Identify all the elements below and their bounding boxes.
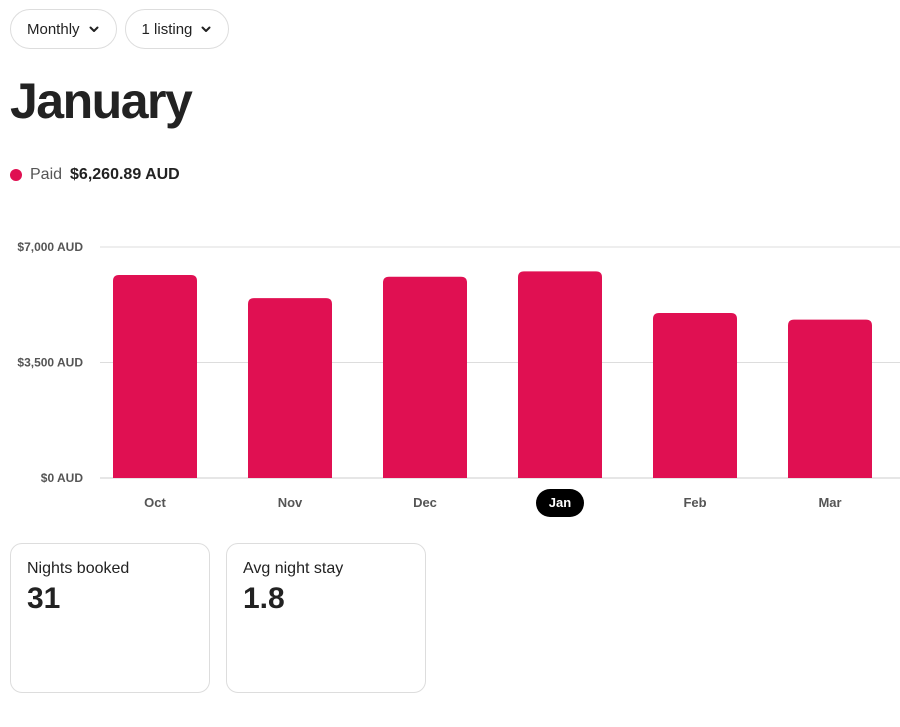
paid-label: Paid [30, 166, 63, 183]
y-tick-label: $7,000 AUD [17, 240, 83, 254]
x-tick-label-jan[interactable]: Jan [549, 495, 571, 510]
paid-summary: Paid $6,260.89 AUD [10, 166, 180, 184]
y-tick-label: $0 AUD [41, 471, 84, 485]
bar-oct[interactable] [113, 275, 197, 478]
nights-booked-label: Nights booked [27, 560, 130, 577]
listing-dropdown-label: 1 listing [141, 20, 193, 38]
selected-month-pill[interactable] [536, 489, 584, 517]
y-tick-label: $3,500 AUD [17, 356, 83, 370]
bar-feb[interactable] [653, 313, 737, 478]
paid-amount: $6,260.89 AUD [70, 166, 180, 183]
x-tick-label-oct[interactable]: Oct [144, 495, 166, 510]
avg-night-stay-label: Avg night stay [243, 560, 344, 577]
page-title: January [10, 73, 193, 129]
x-tick-label-mar[interactable]: Mar [818, 495, 841, 510]
chevron-down-icon [89, 26, 99, 32]
x-tick-label-dec[interactable]: Dec [413, 495, 437, 510]
stats-cards: Nights booked 31 Avg night stay 1.8 [10, 543, 426, 693]
listing-dropdown[interactable]: 1 listing [124, 9, 230, 49]
x-tick-label-feb[interactable]: Feb [683, 495, 706, 510]
nights-booked-value: 31 [27, 582, 61, 615]
x-tick-label-nov[interactable]: Nov [278, 495, 303, 510]
period-dropdown-label: Monthly [27, 20, 80, 38]
chart-svg: $7,000 AUD $3,500 AUD $0 AUD Oct Nov Dec Jan Fe… [17, 240, 900, 517]
filter-bar: Monthly 1 listing [10, 9, 230, 49]
avg-night-stay-value: 1.8 [243, 582, 285, 615]
paid-legend-dot [10, 169, 22, 181]
nights-booked-card[interactable]: Nights booked 31 [10, 543, 210, 693]
bar-jan[interactable] [518, 271, 602, 478]
chevron-down-icon [201, 26, 211, 32]
bar-dec[interactable] [383, 276, 467, 478]
bar-mar[interactable] [788, 319, 872, 478]
avg-night-stay-card[interactable]: Avg night stay 1.8 [226, 543, 426, 693]
period-dropdown[interactable]: Monthly [10, 9, 117, 49]
earnings-bar-chart: $7,000 AUD $3,500 AUD $0 AUD Oct Nov Dec Jan Fe… [0, 232, 900, 522]
bar-nov[interactable] [248, 298, 332, 478]
